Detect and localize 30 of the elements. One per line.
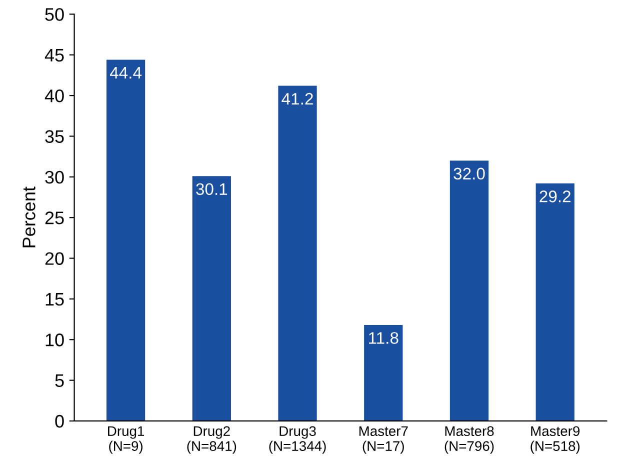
- y-tick-label: 5: [55, 374, 64, 388]
- data-label: 30.1: [196, 183, 228, 196]
- y-tick-label: 35: [45, 130, 64, 143]
- data-label: 44.4: [110, 67, 142, 79]
- bar: [106, 60, 146, 421]
- bar: [278, 86, 317, 421]
- y-tick-label: 10: [46, 334, 64, 346]
- x-tick-label: Master8 (N=796): [444, 426, 494, 454]
- data-label: 32.0: [454, 168, 485, 180]
- y-axis-title: Percent: [22, 186, 36, 248]
- y-tick-label: 15: [46, 293, 64, 306]
- y-tick-label: 20: [45, 252, 64, 265]
- bar: [536, 183, 574, 421]
- x-tick-label: Drug2 (N=841): [187, 426, 236, 454]
- y-tick-label: 45: [44, 48, 64, 62]
- x-tick-label: Drug3 (N=1344): [269, 426, 326, 454]
- data-label: 41.2: [282, 92, 313, 105]
- x-tick-label: Master7 (N=17): [359, 426, 408, 454]
- y-tick-label: 0: [55, 414, 64, 428]
- bar: [192, 176, 231, 421]
- y-tick-label: 30: [45, 170, 64, 184]
- y-tick-label: 50: [45, 8, 64, 21]
- y-tick-label: 40: [44, 89, 64, 102]
- x-tick-label: Drug1 (N=9): [108, 426, 144, 454]
- y-tick-label: 25: [45, 212, 64, 224]
- bar: [364, 324, 403, 421]
- data-label: 29.2: [540, 190, 570, 202]
- data-label: 11.8: [369, 332, 398, 344]
- x-tick-label: Master9 (N=518): [530, 426, 580, 454]
- bar: [450, 160, 489, 421]
